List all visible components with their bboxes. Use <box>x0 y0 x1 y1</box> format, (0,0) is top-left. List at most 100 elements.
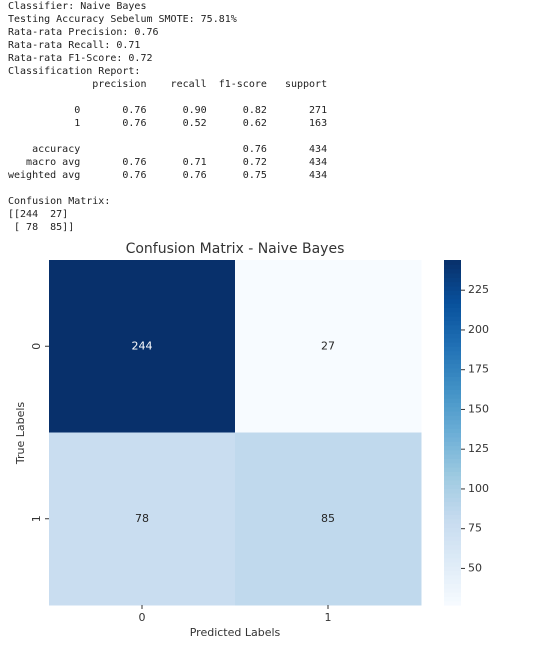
colorbar-slice <box>444 561 461 567</box>
colorbar-slice <box>444 307 461 313</box>
colorbar-slice <box>444 432 461 438</box>
y-axis-label: True Labels <box>14 402 27 466</box>
colorbar-slice <box>444 497 461 503</box>
colorbar-slice <box>444 376 461 382</box>
colorbar-slice <box>444 389 461 395</box>
colorbar-slice <box>444 311 461 317</box>
colorbar-slice <box>444 277 461 283</box>
x-tick-label: 0 <box>139 611 146 624</box>
colorbar-slice <box>444 436 461 442</box>
colorbar-slice <box>444 492 461 498</box>
colorbar-slice <box>444 527 461 533</box>
colorbar-slice <box>444 531 461 537</box>
colorbar-slice <box>444 505 461 511</box>
text-output: Classifier: Naive Bayes Testing Accuracy … <box>8 0 327 234</box>
output-line: [ 78 85]] <box>8 222 75 233</box>
colorbar-slice <box>444 592 461 597</box>
colorbar-slice <box>444 514 461 520</box>
colorbar-slice <box>444 272 461 278</box>
colorbar-slice <box>444 298 461 304</box>
colorbar-slice <box>444 553 461 559</box>
heatmap-cell <box>235 260 422 433</box>
colorbar-slice <box>444 475 461 481</box>
output-line: weighted avg 0.76 0.76 0.75 434 <box>8 170 328 181</box>
colorbar-slice <box>444 536 461 541</box>
colorbar-slice <box>444 294 461 300</box>
colorbar-slice <box>444 548 461 554</box>
colorbar-slice <box>444 316 461 321</box>
colorbar-slice <box>444 415 461 421</box>
colorbar-slice <box>444 354 461 360</box>
colorbar-slice <box>444 523 461 528</box>
colorbar-slice <box>444 458 461 464</box>
colorbar-slice <box>444 260 461 265</box>
output-line: precision recall f1-score support <box>8 79 328 90</box>
colorbar-slice <box>444 423 461 429</box>
colorbar-tick-label: 125 <box>468 442 489 455</box>
colorbar-slice <box>444 544 461 550</box>
x-axis-label: Predicted Labels <box>190 626 281 639</box>
colorbar-slice <box>444 372 461 378</box>
colorbar-slice <box>444 501 461 507</box>
heatmap-cell <box>49 260 236 433</box>
colorbar-slice <box>444 574 461 580</box>
output-line: 1 0.76 0.52 0.62 163 <box>8 118 328 129</box>
colorbar-slice <box>444 462 461 468</box>
cell-label: 78 <box>135 512 149 525</box>
colorbar-slice <box>444 264 461 270</box>
cell-label: 85 <box>321 512 335 525</box>
colorbar-slice <box>444 337 461 343</box>
output-line: [[244 27] <box>8 209 69 220</box>
colorbar-slice <box>444 320 461 326</box>
colorbar-slice <box>444 441 461 447</box>
heatmap-cell <box>49 432 236 606</box>
colorbar-slice <box>444 445 461 451</box>
colorbar-slice <box>444 380 461 386</box>
colorbar-slice <box>444 402 461 408</box>
colorbar-slice <box>444 398 461 403</box>
colorbar-slice <box>444 570 461 576</box>
colorbar-slice <box>444 583 461 589</box>
output-line: 0 0.76 0.90 0.82 271 <box>8 105 328 116</box>
output-line: Classification Report: <box>8 66 141 77</box>
colorbar-slice <box>444 324 461 330</box>
colorbar-slice <box>444 410 461 416</box>
colorbar-tick-label: 225 <box>468 283 489 296</box>
colorbar-slice <box>444 510 461 516</box>
colorbar-slice <box>444 285 461 291</box>
colorbar-slice <box>444 333 461 339</box>
output-line: Testing Accuracy Sebelum SMOTE: 75.81% <box>8 14 237 25</box>
output-line: accuracy 0.76 434 <box>8 144 328 155</box>
colorbar-slice <box>444 341 461 347</box>
colorbar-slice <box>444 406 461 412</box>
output-line: Confusion Matrix: <box>8 196 111 207</box>
colorbar-tick-label: 100 <box>468 482 489 495</box>
colorbar-slice <box>444 479 461 485</box>
output-line: Classifier: Naive Bayes <box>8 1 147 12</box>
colorbar-slice <box>444 579 461 585</box>
heatmap-cell <box>235 432 422 606</box>
colorbar-tick-label: 50 <box>468 561 482 574</box>
colorbar-slice <box>444 484 461 490</box>
colorbar-slice <box>444 268 461 274</box>
y-tick-label: 1 <box>30 515 43 522</box>
colorbar-slice <box>444 454 461 459</box>
colorbar-slice <box>444 290 461 296</box>
colorbar-tick-label: 150 <box>468 402 489 415</box>
output-line: Rata-rata F1-Score: 0.72 <box>8 53 153 64</box>
output-line: macro avg 0.76 0.71 0.72 434 <box>8 157 328 168</box>
colorbar-slice <box>444 428 461 434</box>
colorbar-slice <box>444 488 461 494</box>
colorbar-slice <box>444 363 461 369</box>
cell-label: 244 <box>132 339 153 352</box>
colorbar-slice <box>444 518 461 524</box>
output-line: Rata-rata Recall: 0.71 <box>8 40 141 51</box>
colorbar-slice <box>444 350 461 356</box>
colorbar-tick-label: 75 <box>468 522 482 535</box>
colorbar-slice <box>444 419 461 425</box>
colorbar-slice <box>444 281 461 287</box>
colorbar-slice <box>444 385 461 390</box>
colorbar-slice <box>444 329 461 334</box>
colorbar-slice <box>444 557 461 563</box>
